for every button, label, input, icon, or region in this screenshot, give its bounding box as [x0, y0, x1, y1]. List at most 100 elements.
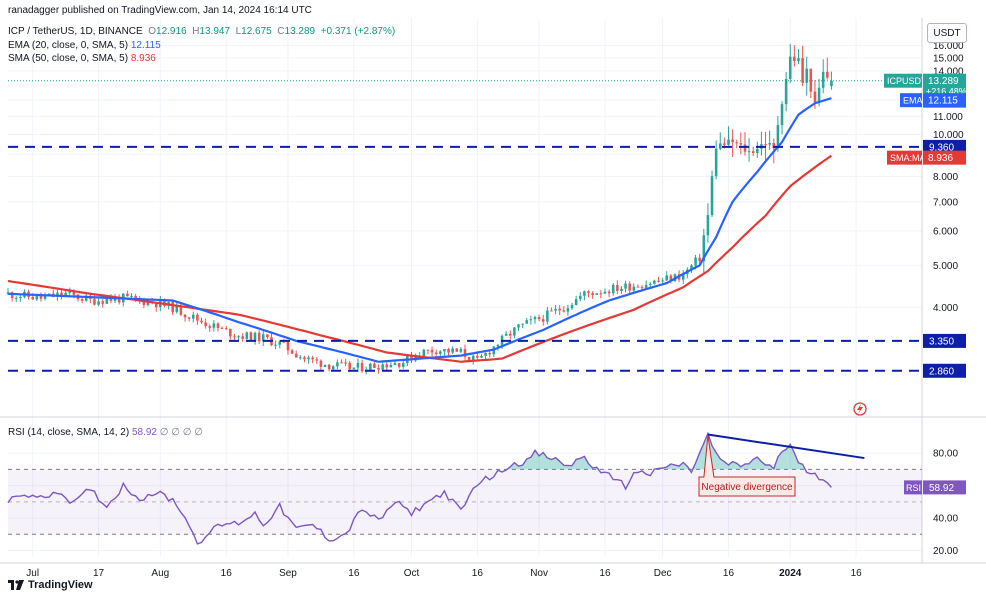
symbol-title: ICP / TetherUS, 1D, BINANCE	[8, 26, 143, 37]
tradingview-logo[interactable]: TradingView	[8, 579, 93, 591]
candle-body	[476, 355, 479, 358]
candle-body	[439, 351, 442, 354]
candle-body	[204, 322, 207, 327]
candle-body	[591, 292, 594, 295]
candle-body	[756, 148, 759, 153]
candle-body	[694, 257, 697, 266]
candle-body	[550, 310, 553, 312]
tradingview-logo-icon	[8, 580, 24, 590]
level-tag-bg	[923, 139, 966, 154]
candle-body	[718, 143, 722, 149]
candle-body	[381, 364, 384, 370]
candle-body	[665, 275, 669, 281]
low-value: 12.675	[241, 26, 272, 37]
candle-body	[323, 364, 327, 367]
ema-tag-label: EMA	[903, 96, 923, 106]
candle-body	[587, 291, 590, 293]
candle-body	[669, 275, 673, 282]
candle-body	[533, 317, 537, 320]
candle-body	[513, 327, 516, 336]
candle-body	[611, 284, 615, 294]
candle-body	[130, 296, 133, 298]
candle-body	[261, 334, 265, 342]
candle-body	[373, 363, 376, 369]
candle-body	[109, 298, 113, 301]
rsi-legend: RSI (14, close, SMA, 14, 2) 58.92 ∅ ∅ ∅ …	[8, 427, 203, 438]
candle-body	[735, 142, 739, 144]
level-tag-value: 3.350	[929, 336, 954, 347]
candle-body	[620, 288, 623, 291]
currency-selector[interactable]: USDT	[927, 23, 967, 43]
sma-legend: SMA (50, close, 0, SMA, 5) 8.936	[8, 53, 156, 64]
candle-body	[175, 305, 179, 313]
candle-body	[751, 151, 755, 153]
candles	[6, 44, 833, 375]
candle-body	[303, 357, 306, 360]
candle-body	[644, 284, 648, 288]
candle-body	[191, 314, 195, 319]
rsi-tag-label-bg	[904, 480, 922, 495]
candle-body	[706, 214, 710, 236]
candle-body	[574, 299, 578, 306]
candle-body	[401, 363, 405, 367]
candle-body	[311, 357, 314, 360]
sma-tag: SMA:MA 8.936	[887, 150, 966, 165]
candle-body	[541, 319, 545, 322]
candle-body	[731, 139, 734, 143]
time-tick-label: 16	[472, 568, 484, 579]
candle-body	[817, 87, 821, 103]
candle-body	[657, 280, 660, 282]
time-tick-label: 16	[851, 568, 863, 579]
candle-body	[72, 291, 76, 295]
candle-body	[344, 362, 347, 364]
candle-body	[714, 148, 718, 177]
candle-body	[504, 333, 508, 336]
candle-body	[788, 56, 792, 80]
time-tick-label: Aug	[151, 568, 169, 579]
candle-body	[793, 56, 796, 62]
candle-body	[299, 357, 302, 359]
candle-body	[105, 298, 109, 304]
candle-body	[780, 104, 784, 126]
candle-body	[797, 58, 800, 62]
candle-body	[389, 365, 393, 368]
open-value: 12.916	[156, 26, 187, 37]
candle-body	[68, 291, 72, 293]
candle-body	[43, 296, 47, 299]
time-tick-label: Nov	[530, 568, 548, 579]
time-tick-label: 17	[93, 568, 105, 579]
candle-body	[6, 292, 10, 294]
symbol-legend: ICP / TetherUS, 1D, BINANCE O12.916 H13.…	[8, 26, 396, 37]
price-tag-value: 13.289	[928, 76, 959, 87]
ema-legend: EMA (20, close, 0, SMA, 5) 12.115	[8, 40, 161, 51]
candle-body	[249, 332, 253, 342]
candle-body	[764, 144, 767, 146]
candle-body	[603, 291, 607, 294]
candle-body	[377, 368, 380, 370]
candle-body	[93, 298, 96, 305]
time-tick-label: Dec	[654, 568, 672, 579]
price-tick-label: 8.000	[933, 172, 958, 183]
lightning-icon-ring	[853, 402, 867, 416]
rsi-tag-value: 58.92	[929, 483, 954, 494]
price-tick-label: 6.000	[933, 226, 958, 237]
candle-body	[430, 349, 434, 353]
candle-body	[727, 139, 730, 145]
brand-name: TradingView	[28, 579, 93, 591]
candle-body	[636, 286, 640, 288]
candle-body	[583, 291, 586, 296]
candle-body	[315, 359, 319, 361]
sma-tag-label-bg	[887, 150, 922, 165]
time-tick-label: Sep	[279, 568, 297, 579]
candle-body	[616, 284, 619, 291]
candle-body	[282, 341, 286, 343]
candle-body	[537, 317, 541, 320]
candle-body	[216, 323, 220, 328]
support-resistance-levels: 9.360 3.350 2.860	[8, 139, 966, 378]
candle-body	[632, 286, 636, 291]
candle-body	[451, 348, 454, 353]
rsi-tag-value-bg	[923, 480, 966, 495]
rsi-tag: RSI 58.92	[904, 480, 966, 495]
candle-body	[653, 280, 656, 284]
